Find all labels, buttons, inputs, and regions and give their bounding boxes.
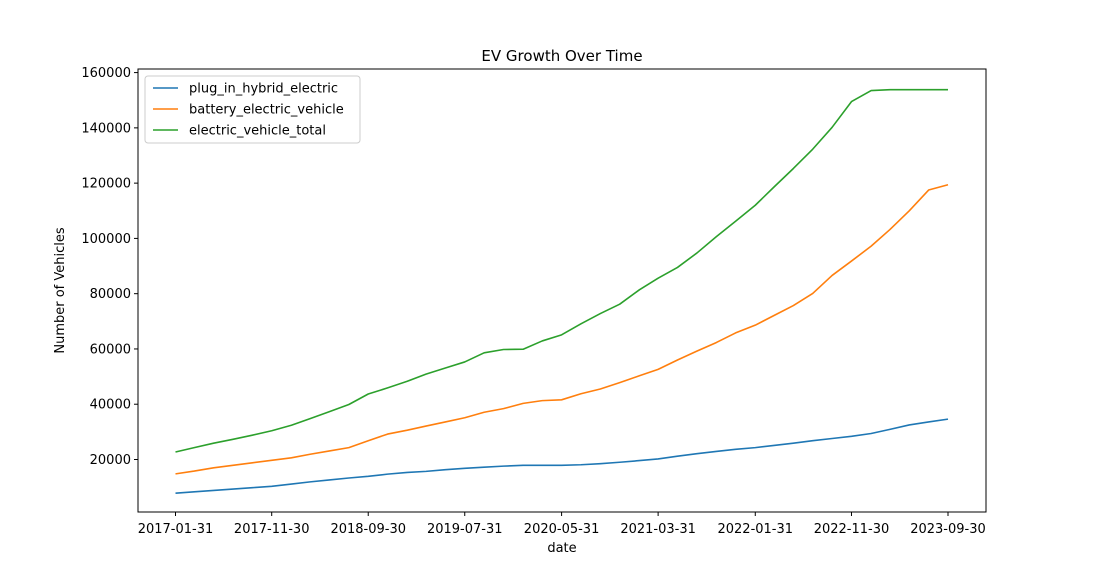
y-tick-label: 40000 (90, 398, 131, 413)
plot-frame (137, 68, 987, 513)
y-tick-label: 120000 (81, 177, 131, 192)
series-lines (175, 88, 949, 495)
x-axis-label: date (547, 541, 576, 556)
x-tick-label: 2022-01-31 (717, 522, 793, 537)
legend: plug_in_hybrid_electric battery_electric_… (144, 75, 361, 144)
legend-label-plug_in_hybrid_electric: plug_in_hybrid_electric (189, 82, 338, 97)
y-tick-label: 20000 (90, 453, 131, 468)
legend-label-electric_vehicle_total: electric_vehicle_total (189, 124, 326, 139)
legend-label-battery_electric_vehicle: battery_electric_vehicle (189, 103, 344, 118)
series-line-battery_electric_vehicle (175, 184, 949, 475)
y-tick-label: 80000 (90, 287, 131, 302)
x-tick-label: 2021-03-31 (620, 522, 696, 537)
x-axis: 2017-01-31 2017-11-30 2018-09-30 2019-07-31… (138, 512, 986, 537)
x-tick-label: 2022-11-30 (814, 522, 890, 537)
x-tick-label: 2023-09-30 (910, 522, 986, 537)
x-tick-label: 2019-07-31 (427, 522, 503, 537)
chart-title: EV Growth Over Time (481, 47, 642, 65)
x-tick-label: 2017-01-31 (138, 522, 214, 537)
series-line-electric_vehicle_total (175, 88, 948, 453)
y-tick-label: 160000 (81, 66, 131, 81)
y-axis-label: Number of Vehicles (53, 227, 68, 354)
x-tick-label: 2017-11-30 (234, 522, 310, 537)
legend-box (144, 75, 361, 144)
y-tick-label: 140000 (81, 121, 131, 136)
y-axis: 20000 40000 60000 80000 100000 120000 140000 16… (81, 66, 138, 468)
x-tick-label: 2020-05-31 (524, 522, 600, 537)
series-line-plug_in_hybrid_electric (175, 418, 949, 495)
y-tick-label: 100000 (81, 232, 131, 247)
y-tick-label: 60000 (90, 342, 131, 357)
x-tick-label: 2018-09-30 (330, 522, 406, 537)
